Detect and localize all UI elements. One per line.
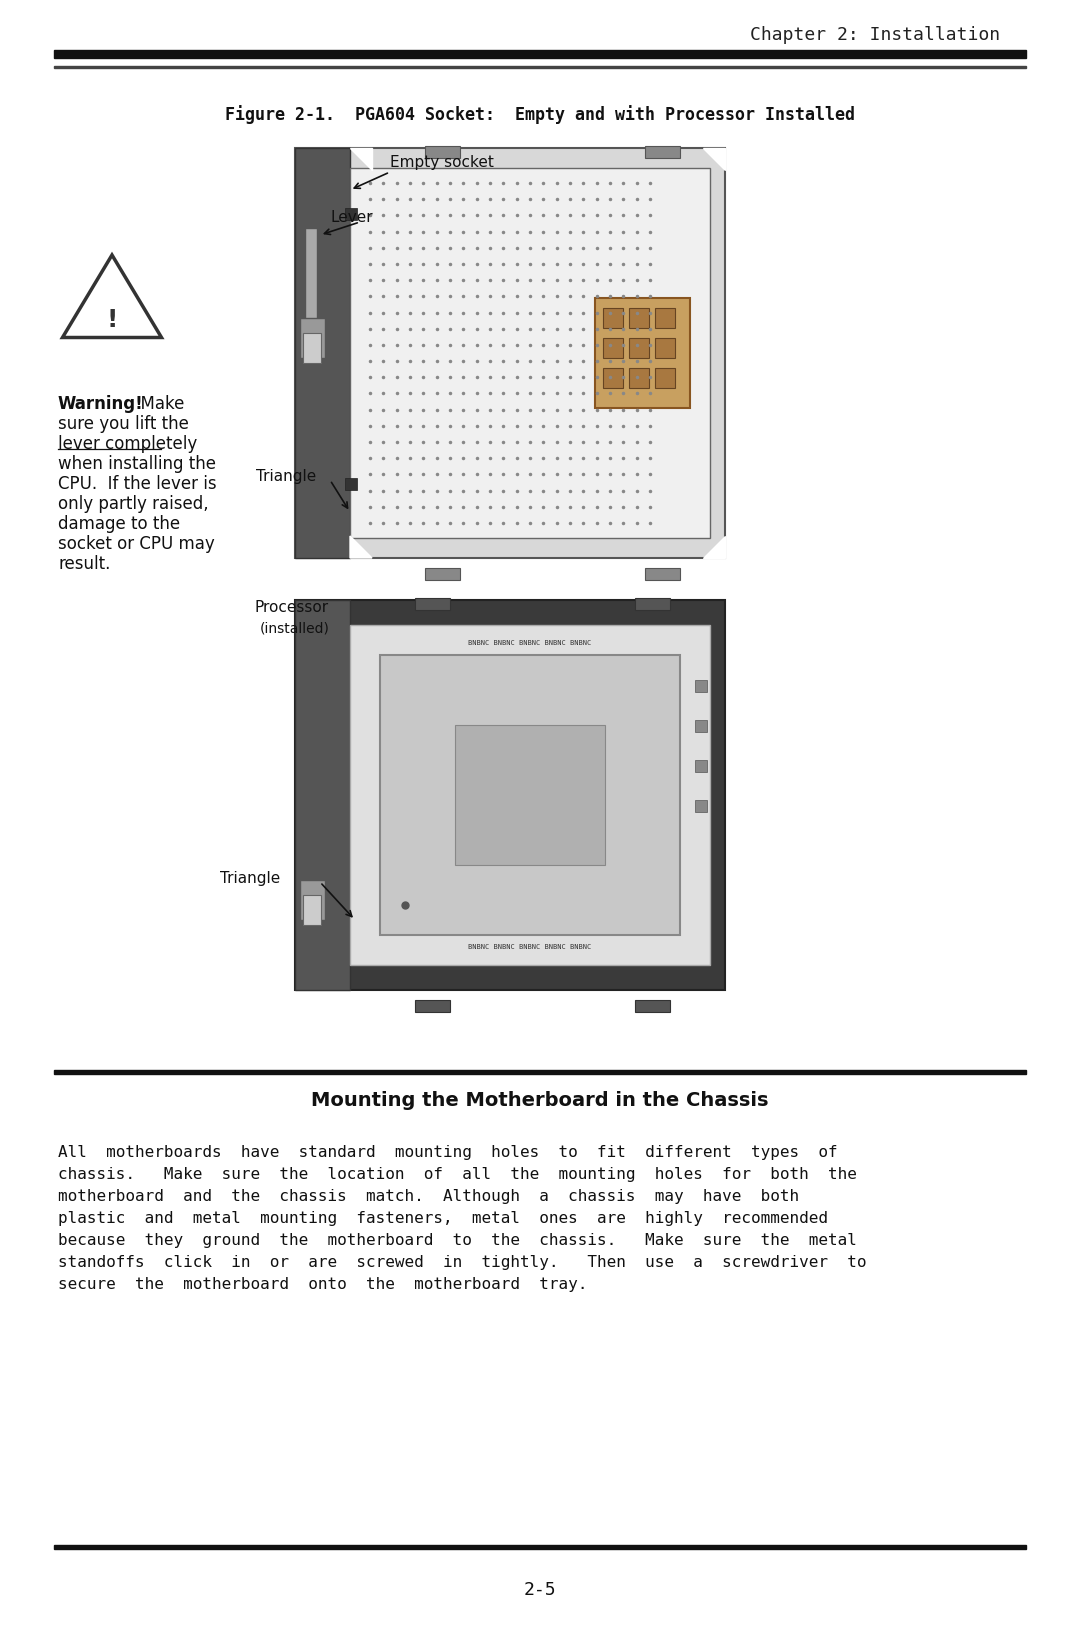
Bar	[654, 309, 675, 328]
Bar	[345, 478, 357, 490]
Bar	[629, 309, 649, 328]
Text: Make: Make	[130, 394, 185, 412]
Polygon shape	[703, 148, 725, 170]
Bar	[303, 333, 321, 363]
Bar	[654, 368, 675, 388]
Bar	[300, 318, 325, 358]
Bar	[54, 1069, 1026, 1074]
Text: BNBNC BNBNC BNBNC BNBNC BNBNC: BNBNC BNBNC BNBNC BNBNC BNBNC	[469, 944, 592, 950]
Bar	[426, 568, 460, 581]
Text: Chapter 2: Installation: Chapter 2: Installation	[750, 26, 1000, 45]
Bar	[595, 299, 690, 408]
Bar	[635, 597, 670, 610]
Text: lever completely: lever completely	[58, 436, 198, 454]
Bar	[54, 66, 1026, 68]
Bar	[696, 761, 707, 772]
Text: standoffs  click  in  or  are  screwed  in  tightly.   Then  use  a  screwdriver: standoffs click in or are screwed in tig…	[58, 1256, 866, 1270]
Bar	[295, 148, 725, 558]
Text: !: !	[106, 309, 118, 332]
Bar	[54, 1544, 1026, 1549]
Text: Empty socket: Empty socket	[390, 155, 494, 170]
Bar	[603, 368, 623, 388]
Text: CPU.  If the lever is: CPU. If the lever is	[58, 475, 217, 493]
Bar	[629, 368, 649, 388]
Text: damage to the: damage to the	[58, 515, 180, 533]
Text: Lever: Lever	[330, 211, 373, 226]
Bar	[345, 208, 357, 219]
Bar	[415, 1000, 450, 1011]
Bar	[350, 168, 710, 538]
Bar	[415, 597, 450, 610]
Bar	[303, 894, 321, 926]
Text: Triangle: Triangle	[220, 871, 280, 886]
Bar	[645, 145, 680, 158]
Text: Mounting the Motherboard in the Chassis: Mounting the Motherboard in the Chassis	[311, 1091, 769, 1109]
Bar	[300, 879, 325, 921]
Text: result.: result.	[58, 554, 110, 573]
Bar	[295, 148, 350, 558]
Text: 2-5: 2-5	[524, 1581, 556, 1599]
Bar	[295, 601, 725, 990]
Bar	[603, 309, 623, 328]
Bar	[350, 625, 710, 965]
Text: Figure 2-1.  PGA604 Socket:  Empty and with Processor Installed: Figure 2-1. PGA604 Socket: Empty and wit…	[225, 106, 855, 124]
Bar	[426, 145, 460, 158]
Text: motherboard  and  the  chassis  match.  Although  a  chassis  may  have  both: motherboard and the chassis match. Altho…	[58, 1190, 799, 1204]
Bar	[305, 228, 318, 348]
Bar	[295, 601, 350, 990]
Polygon shape	[63, 256, 162, 338]
Bar	[645, 568, 680, 581]
Text: BNBNC BNBNC BNBNC BNBNC BNBNC: BNBNC BNBNC BNBNC BNBNC BNBNC	[469, 640, 592, 647]
Text: sure you lift the: sure you lift the	[58, 416, 189, 432]
Text: only partly raised,: only partly raised,	[58, 495, 208, 513]
Text: chassis.   Make  sure  the  location  of  all  the  mounting  holes  for  both  : chassis. Make sure the location of all t…	[58, 1167, 856, 1181]
Text: socket or CPU may: socket or CPU may	[58, 535, 215, 553]
Bar	[696, 719, 707, 733]
Text: All  motherboards  have  standard  mounting  holes  to  fit  different  types  o: All motherboards have standard mounting …	[58, 1145, 838, 1160]
Bar	[696, 680, 707, 691]
Text: plastic  and  metal  mounting  fasteners,  metal  ones  are  highly  recommended: plastic and metal mounting fasteners, me…	[58, 1211, 828, 1226]
Text: when installing the: when installing the	[58, 455, 216, 474]
Bar	[629, 338, 649, 358]
Bar	[455, 724, 605, 865]
Text: Triangle: Triangle	[256, 469, 316, 483]
Text: secure  the  motherboard  onto  the  motherboard  tray.: secure the motherboard onto the motherbo…	[58, 1277, 588, 1292]
Text: Warning!: Warning!	[58, 394, 144, 412]
Bar	[380, 655, 680, 936]
Text: Processor: Processor	[255, 599, 329, 614]
Bar	[603, 338, 623, 358]
Polygon shape	[350, 148, 372, 170]
Text: because  they  ground  the  motherboard  to  the  chassis.   Make  sure  the  me: because they ground the motherboard to t…	[58, 1233, 856, 1247]
Bar	[635, 1000, 670, 1011]
Text: (installed): (installed)	[260, 620, 329, 635]
Polygon shape	[350, 536, 372, 558]
Polygon shape	[703, 536, 725, 558]
Bar	[54, 50, 1026, 58]
Bar	[696, 800, 707, 812]
Bar	[654, 338, 675, 358]
